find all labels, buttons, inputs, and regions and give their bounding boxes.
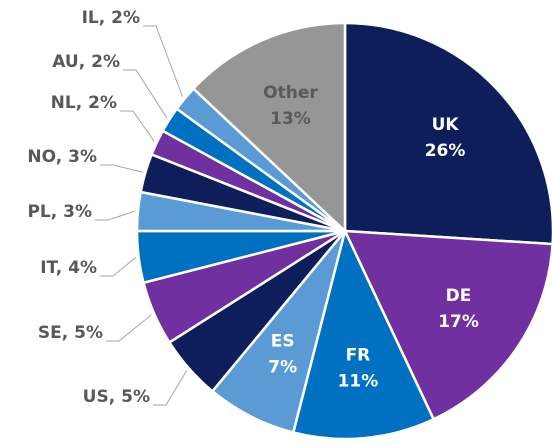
category-label: DE	[446, 286, 472, 306]
label-separator: ,	[56, 258, 68, 278]
leader-line	[143, 25, 183, 97]
value-label: 2%	[88, 93, 117, 113]
label-separator: ,	[99, 8, 111, 28]
label-separator: ,	[56, 147, 68, 167]
data-label: IT, 4%	[40, 258, 97, 278]
category-label: NL	[51, 93, 76, 113]
value-label: 11%	[338, 372, 379, 392]
category-label: US	[83, 387, 109, 407]
label-separator: ,	[76, 93, 88, 113]
category-label: UK	[432, 115, 460, 135]
value-label: 3%	[68, 147, 97, 167]
value-label: 13%	[270, 109, 311, 129]
leader-line	[95, 210, 136, 221]
pie-slice	[191, 21, 347, 234]
category-label: NO	[27, 147, 55, 167]
category-label: Other	[263, 83, 318, 103]
data-label: AU, 2%	[52, 52, 120, 72]
data-label: NL, 2%	[51, 93, 117, 113]
leader-line	[153, 370, 188, 406]
leader-line	[120, 110, 155, 142]
value-label: 4%	[68, 258, 97, 278]
category-label: ES	[271, 331, 295, 351]
value-label: 26%	[425, 141, 466, 161]
value-label: 17%	[438, 312, 479, 332]
data-label: PL, 3%	[27, 202, 92, 222]
value-label: 5%	[121, 387, 150, 407]
value-label: 3%	[63, 202, 92, 222]
leader-line	[100, 257, 136, 277]
value-label: 2%	[91, 52, 120, 72]
leader-line	[106, 314, 152, 342]
leader-line	[100, 164, 143, 173]
value-label: 7%	[268, 357, 297, 377]
category-label: SE	[38, 323, 62, 343]
data-label: US, 5%	[83, 387, 150, 407]
label-separator: ,	[62, 323, 74, 343]
pie-slice	[343, 21, 552, 246]
category-label: IL	[82, 8, 99, 28]
category-label: IT	[40, 258, 58, 278]
category-label: AU	[52, 52, 78, 72]
data-label: IL, 2%	[82, 8, 140, 28]
label-separator: ,	[51, 202, 63, 222]
data-label: NO, 3%	[27, 147, 97, 167]
leader-line	[123, 69, 168, 119]
pie-slice	[342, 229, 552, 421]
label-separator: ,	[79, 52, 91, 72]
category-label: PL	[27, 202, 50, 222]
value-label: 2%	[111, 8, 140, 28]
data-label: SE, 5%	[38, 323, 103, 343]
label-separator: ,	[109, 387, 121, 407]
value-label: 5%	[74, 323, 103, 343]
category-label: FR	[346, 346, 371, 366]
pie-slice	[291, 227, 436, 441]
